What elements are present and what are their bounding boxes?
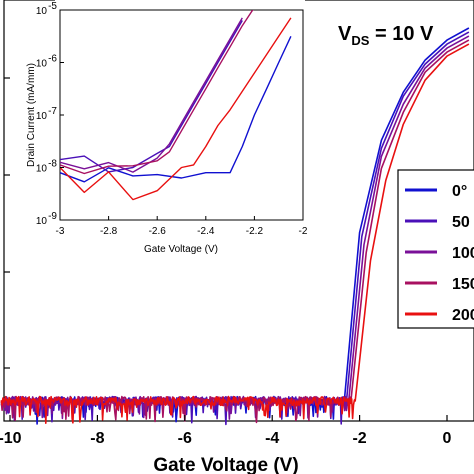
main-x-tick-label: -2 — [352, 430, 366, 447]
inset-y-tick-label: 10 — [36, 111, 48, 122]
legend-box — [397, 169, 474, 329]
inset-y-tick-label: 10 — [36, 6, 48, 17]
inset-x-tick-label: -3 — [56, 226, 65, 237]
vds-annotation-rest: = 10 V — [369, 23, 434, 45]
inset-series-line — [60, 36, 292, 183]
vds-annotation-main: V — [338, 23, 352, 45]
inset-x-ticks: -3 -2.8 -2.6 -2.4 -2.2 -2 — [56, 216, 308, 237]
inset-x-axis-label: Gate Voltage (V) — [144, 244, 218, 255]
inset-series-line — [60, 17, 243, 173]
inset-x-tick-label: -2 — [299, 226, 308, 237]
main-x-axis-label: Gate Voltage (V) — [153, 455, 298, 474]
legend-label: 0° — [452, 183, 467, 200]
main-x-tick-label: -4 — [265, 430, 279, 447]
main-x-tick-label: 0 — [443, 430, 452, 447]
legend-entries: 0° 50 100 150 200 — [405, 183, 474, 324]
inset-plot: -3 -2.8 -2.6 -2.4 -2.2 -2 10-510-610-710 -810-… — [26, 0, 308, 285]
inset-x-tick-label: -2.2 — [246, 226, 264, 237]
main-x-tick-label: -10 — [0, 430, 22, 447]
legend: 0° 50 100 150 200 — [397, 169, 474, 329]
legend-label: 150 — [452, 276, 474, 293]
inset-series-line — [60, 17, 292, 201]
legend-label: 50 — [452, 214, 470, 231]
main-series-group — [0, 27, 470, 426]
vds-annotation-sub: DS — [351, 33, 369, 48]
inset-y-tick-exponent: -7 — [48, 106, 57, 117]
main-x-ticks: -10 -8 -6 -4 -2 0 — [0, 77, 452, 447]
inset-y-tick-exponent: -5 — [48, 1, 57, 12]
main-x-tick-label: -6 — [178, 430, 192, 447]
inset-series-line — [60, 10, 254, 175]
legend-label: 100 — [452, 245, 474, 262]
inset-y-tick-label: 10 — [36, 59, 48, 70]
legend-label: 200 — [452, 307, 474, 324]
inset-series-group — [60, 10, 292, 201]
inset-series-line — [60, 20, 243, 173]
inset-y-tick-exponent: -8 — [48, 159, 57, 170]
inset-y-axis-label: Drain Current (mA/mm) — [26, 63, 37, 167]
inset-y-ticks: 10-510-610-710-810-9 — [36, 1, 64, 227]
vds-annotation: VDS = 10 V — [338, 23, 434, 48]
inset-x-tick-label: -2.4 — [197, 226, 215, 237]
main-x-tick-label: -8 — [90, 430, 104, 447]
inset-x-tick-label: -2.6 — [149, 226, 167, 237]
inset-y-tick-label: 10 — [36, 164, 48, 175]
inset-y-tick-exponent: -9 — [48, 211, 57, 222]
inset-y-tick-exponent: -6 — [48, 54, 57, 65]
inset-x-tick-label: -2.8 — [100, 226, 118, 237]
inset-y-tick-label: 10 — [36, 216, 48, 227]
main-series-line — [0, 43, 470, 424]
inset-frame — [59, 9, 304, 221]
